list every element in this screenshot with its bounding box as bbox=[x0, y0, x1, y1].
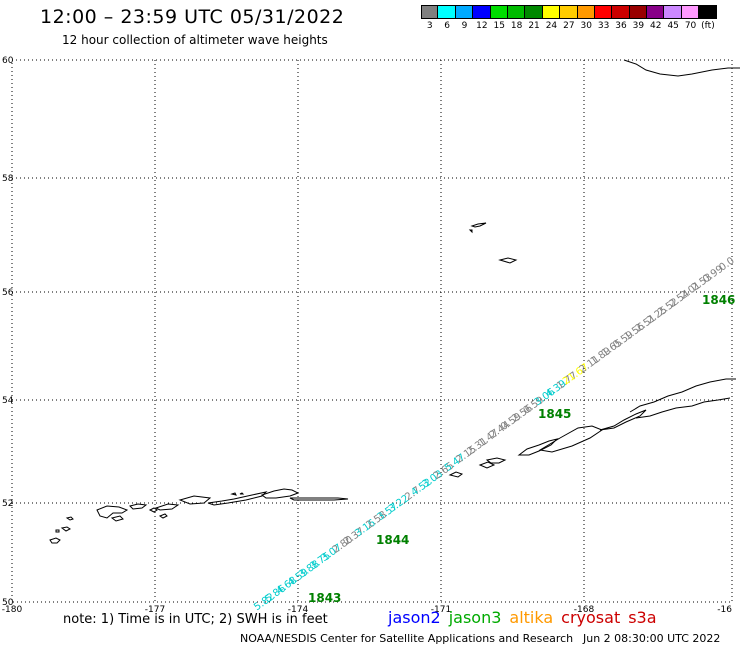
latitude-label: 50 bbox=[2, 598, 14, 608]
legend-label: 39 bbox=[632, 21, 645, 31]
legend-swatch bbox=[612, 5, 630, 19]
legend-label: 9 bbox=[461, 21, 468, 31]
legend-label: (ft) bbox=[701, 21, 715, 31]
longitude-label: -177 bbox=[145, 605, 165, 615]
legend-swatch bbox=[542, 5, 561, 19]
island-st-matthew bbox=[468, 222, 487, 234]
graticule bbox=[11, 59, 733, 603]
island-near bbox=[65, 516, 74, 521]
coastlines bbox=[49, 59, 740, 544]
legend-swatch bbox=[438, 5, 456, 19]
map-frame bbox=[11, 59, 733, 603]
legend-swatch bbox=[421, 5, 439, 19]
legend-swatch bbox=[490, 5, 508, 19]
island-akutan bbox=[599, 409, 647, 431]
grid-labels: 60 58 56 54 52 50-180 -177 -174 -171 -168 -16 1843 1… bbox=[2, 56, 736, 615]
satellite-name: s3a bbox=[628, 608, 657, 627]
alaska-mainland-coast bbox=[623, 59, 740, 77]
legend-swatch bbox=[473, 5, 491, 19]
island-kiska bbox=[129, 503, 148, 510]
legend-swatch bbox=[629, 5, 648, 19]
longitude-label: -180 bbox=[2, 605, 23, 615]
legend-label: 45 bbox=[667, 21, 679, 31]
legend-label: 70 bbox=[684, 21, 697, 31]
island-st-paul bbox=[498, 257, 518, 264]
island-rat-1 bbox=[96, 505, 129, 519]
island-amlia bbox=[260, 488, 300, 499]
alaska-peninsula bbox=[629, 378, 736, 419]
latitude-label: 52 bbox=[2, 499, 13, 509]
legend-label: 3 bbox=[426, 21, 433, 31]
timestamp: Jun 2 08:30:00 UTC 2022 bbox=[583, 632, 721, 645]
legend-label: 36 bbox=[615, 21, 627, 31]
satellite-name: cryosat bbox=[561, 608, 621, 627]
satellite-legend: jason2 jason3 altika cryosat s3a bbox=[388, 608, 665, 627]
island-umnak bbox=[517, 438, 559, 456]
legend-label: 24 bbox=[545, 21, 558, 31]
island-fox-1 bbox=[485, 457, 507, 464]
island-semisopochnoi bbox=[148, 507, 158, 513]
footer-note: note: 1) Time is in UTC; 2) SWH is in fe… bbox=[63, 612, 328, 627]
legend-swatch bbox=[577, 5, 595, 19]
legend-label: 27 bbox=[563, 21, 575, 31]
legend-swatch bbox=[664, 5, 682, 19]
island-adak bbox=[178, 495, 212, 505]
island-agattu bbox=[55, 526, 71, 533]
map-subtitle: 12 hour collection of altimeter wave hei… bbox=[62, 33, 328, 47]
latitude-label: 58 bbox=[2, 174, 14, 184]
latitude-label: 54 bbox=[2, 396, 14, 406]
island-andreanof-1 bbox=[154, 503, 180, 511]
island-chain-small bbox=[230, 492, 245, 496]
latitude-label: 60 bbox=[2, 56, 14, 66]
color-legend: 3 6 9 12 15 18 21 24 27 30 33 36 39 42 45 70 (ft) bbox=[421, 5, 717, 31]
legend-swatches bbox=[421, 5, 717, 19]
longitude-label: -16 bbox=[717, 605, 732, 615]
legend-swatch bbox=[699, 5, 717, 19]
legend-label: 6 bbox=[444, 21, 450, 31]
legend-label: 42 bbox=[650, 21, 662, 31]
legend-swatch bbox=[507, 5, 526, 19]
satellite-name: jason2 bbox=[388, 608, 441, 627]
legend-swatch bbox=[647, 5, 665, 19]
pass-time-label: 1845 bbox=[538, 407, 571, 421]
legend-label: 21 bbox=[528, 21, 540, 31]
legend-label: 15 bbox=[493, 21, 505, 31]
island-seguam bbox=[289, 497, 349, 501]
island-andreanof-2 bbox=[158, 513, 168, 519]
longitude-label: -168 bbox=[574, 605, 595, 615]
pass-time-label: 1846 bbox=[702, 293, 735, 307]
pass-time-label: 1843 bbox=[308, 591, 341, 605]
credit-text: NOAA/NESDIS Center for Satellite Applica… bbox=[240, 632, 574, 645]
legend-swatch bbox=[455, 5, 474, 19]
legend-label: 30 bbox=[580, 21, 592, 31]
legend-swatch bbox=[594, 5, 613, 19]
longitude-label: -174 bbox=[288, 605, 309, 615]
legend-label: 12 bbox=[476, 21, 488, 31]
map-title: 12:00 – 23:59 UTC 05/31/2022 bbox=[40, 6, 345, 28]
island-attu bbox=[49, 537, 61, 544]
island-unimak-group bbox=[448, 461, 496, 478]
island-unalaska bbox=[538, 425, 604, 453]
pass-time-label: 1844 bbox=[376, 533, 409, 547]
legend-swatch bbox=[560, 5, 578, 19]
legend-label: 18 bbox=[510, 21, 523, 31]
legend-labels: 3 6 9 12 15 18 21 24 27 30 33 36 39 42 45 70 (ft) bbox=[421, 21, 717, 31]
altimeter-track: 5.825.864.684.593.883.753.072.802.373.16… bbox=[252, 255, 737, 613]
latitude-label: 56 bbox=[2, 288, 14, 298]
satellite-name: altika bbox=[509, 608, 554, 627]
legend-swatch bbox=[525, 5, 543, 19]
longitude-label: -171 bbox=[431, 605, 451, 615]
satellite-name: jason3 bbox=[448, 608, 502, 627]
island-rat-2 bbox=[110, 515, 124, 522]
legend-swatch bbox=[681, 5, 700, 19]
legend-label: 33 bbox=[597, 21, 610, 31]
